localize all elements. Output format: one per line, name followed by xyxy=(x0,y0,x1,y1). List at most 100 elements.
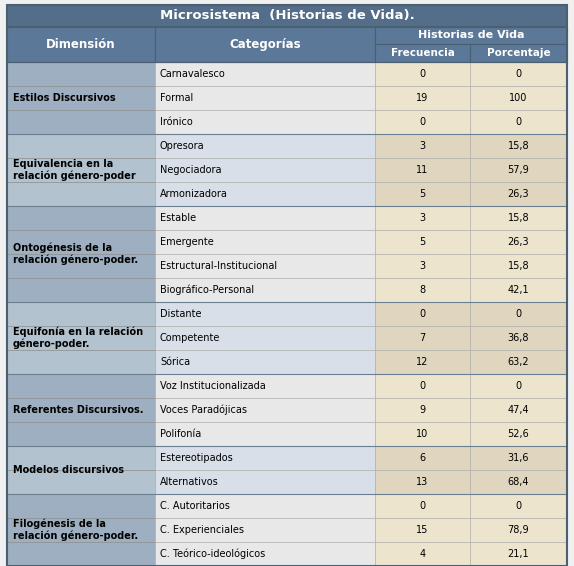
Text: 4: 4 xyxy=(420,549,425,559)
Text: Estructural-Institucional: Estructural-Institucional xyxy=(160,261,277,271)
Bar xyxy=(375,182,470,206)
Bar xyxy=(7,110,155,134)
Bar xyxy=(7,134,155,158)
Bar xyxy=(155,134,375,158)
Bar xyxy=(470,350,567,374)
Bar xyxy=(470,326,567,350)
Bar xyxy=(7,302,155,326)
Text: 3: 3 xyxy=(420,261,425,271)
Bar xyxy=(7,494,155,518)
Bar xyxy=(470,158,567,182)
Text: C. Autoritarios: C. Autoritarios xyxy=(160,501,230,511)
Text: Estable: Estable xyxy=(160,213,196,223)
Bar xyxy=(375,230,470,254)
Text: Dimensión: Dimensión xyxy=(46,38,116,51)
Text: Emergente: Emergente xyxy=(160,237,214,247)
Bar xyxy=(7,206,155,230)
Text: C. Teórico-ideológicos: C. Teórico-ideológicos xyxy=(160,549,265,559)
Bar xyxy=(155,254,375,278)
Bar xyxy=(470,110,567,134)
Bar xyxy=(7,542,155,566)
Text: Frecuencia: Frecuencia xyxy=(390,48,455,58)
Text: 15,8: 15,8 xyxy=(507,213,529,223)
Bar xyxy=(7,470,155,494)
Text: 15: 15 xyxy=(416,525,429,535)
Bar xyxy=(7,278,155,302)
Bar xyxy=(7,62,155,86)
Bar xyxy=(375,158,470,182)
Text: Voz Institucionalizada: Voz Institucionalizada xyxy=(160,381,266,391)
Bar xyxy=(7,27,155,62)
Text: Voces Paradójicas: Voces Paradójicas xyxy=(160,405,247,415)
Bar xyxy=(375,86,470,110)
Text: 0: 0 xyxy=(515,309,522,319)
Bar xyxy=(7,5,567,27)
Bar xyxy=(155,110,375,134)
Bar xyxy=(470,302,567,326)
Bar xyxy=(155,542,375,566)
Text: Historias de Vida: Historias de Vida xyxy=(418,31,524,41)
Text: Sórica: Sórica xyxy=(160,357,190,367)
Text: Carnavalesco: Carnavalesco xyxy=(160,69,226,79)
Bar xyxy=(155,374,375,398)
Bar xyxy=(155,422,375,446)
Text: 52,6: 52,6 xyxy=(507,429,529,439)
Text: 11: 11 xyxy=(416,165,429,175)
Bar xyxy=(155,470,375,494)
Bar xyxy=(155,62,375,86)
Text: 100: 100 xyxy=(509,93,528,103)
Bar xyxy=(155,494,375,518)
Text: 15,8: 15,8 xyxy=(507,261,529,271)
Bar xyxy=(470,182,567,206)
Bar xyxy=(155,278,375,302)
Text: Modelos discursivos: Modelos discursivos xyxy=(13,465,124,475)
Bar xyxy=(375,110,470,134)
Bar xyxy=(375,278,470,302)
Text: 10: 10 xyxy=(416,429,429,439)
Text: 12: 12 xyxy=(416,357,429,367)
Bar xyxy=(375,470,470,494)
Text: 78,9: 78,9 xyxy=(507,525,529,535)
Text: 15,8: 15,8 xyxy=(507,141,529,151)
Bar xyxy=(375,518,470,542)
Bar xyxy=(375,206,470,230)
Bar xyxy=(375,254,470,278)
Bar xyxy=(375,44,470,62)
Text: Estereotipados: Estereotipados xyxy=(160,453,232,463)
Bar xyxy=(470,62,567,86)
Bar xyxy=(155,86,375,110)
Text: 13: 13 xyxy=(416,477,429,487)
Bar xyxy=(7,230,155,254)
Text: 21,1: 21,1 xyxy=(507,549,529,559)
Text: 9: 9 xyxy=(420,405,425,415)
Text: 0: 0 xyxy=(515,501,522,511)
Bar xyxy=(155,230,375,254)
Bar xyxy=(470,446,567,470)
Bar xyxy=(155,350,375,374)
Text: 5: 5 xyxy=(420,237,426,247)
Text: 3: 3 xyxy=(420,213,425,223)
Text: Biográfico-Personal: Biográfico-Personal xyxy=(160,285,254,295)
Text: 5: 5 xyxy=(420,189,426,199)
Text: 0: 0 xyxy=(515,69,522,79)
Text: 63,2: 63,2 xyxy=(507,357,529,367)
Bar xyxy=(375,350,470,374)
Bar xyxy=(375,134,470,158)
Text: 57,9: 57,9 xyxy=(507,165,529,175)
Text: C. Experienciales: C. Experienciales xyxy=(160,525,244,535)
Bar xyxy=(7,374,155,398)
Text: Armonizadora: Armonizadora xyxy=(160,189,228,199)
Bar xyxy=(7,446,155,470)
Bar xyxy=(155,446,375,470)
Bar xyxy=(7,422,155,446)
Bar xyxy=(470,422,567,446)
Text: 0: 0 xyxy=(515,381,522,391)
Text: Ontogénesis de la
relación género-poder.: Ontogénesis de la relación género-poder. xyxy=(13,243,138,265)
Text: 8: 8 xyxy=(420,285,425,295)
Bar xyxy=(155,182,375,206)
Bar xyxy=(375,302,470,326)
Text: 31,6: 31,6 xyxy=(508,453,529,463)
Bar xyxy=(470,230,567,254)
Text: Distante: Distante xyxy=(160,309,201,319)
Text: 3: 3 xyxy=(420,141,425,151)
